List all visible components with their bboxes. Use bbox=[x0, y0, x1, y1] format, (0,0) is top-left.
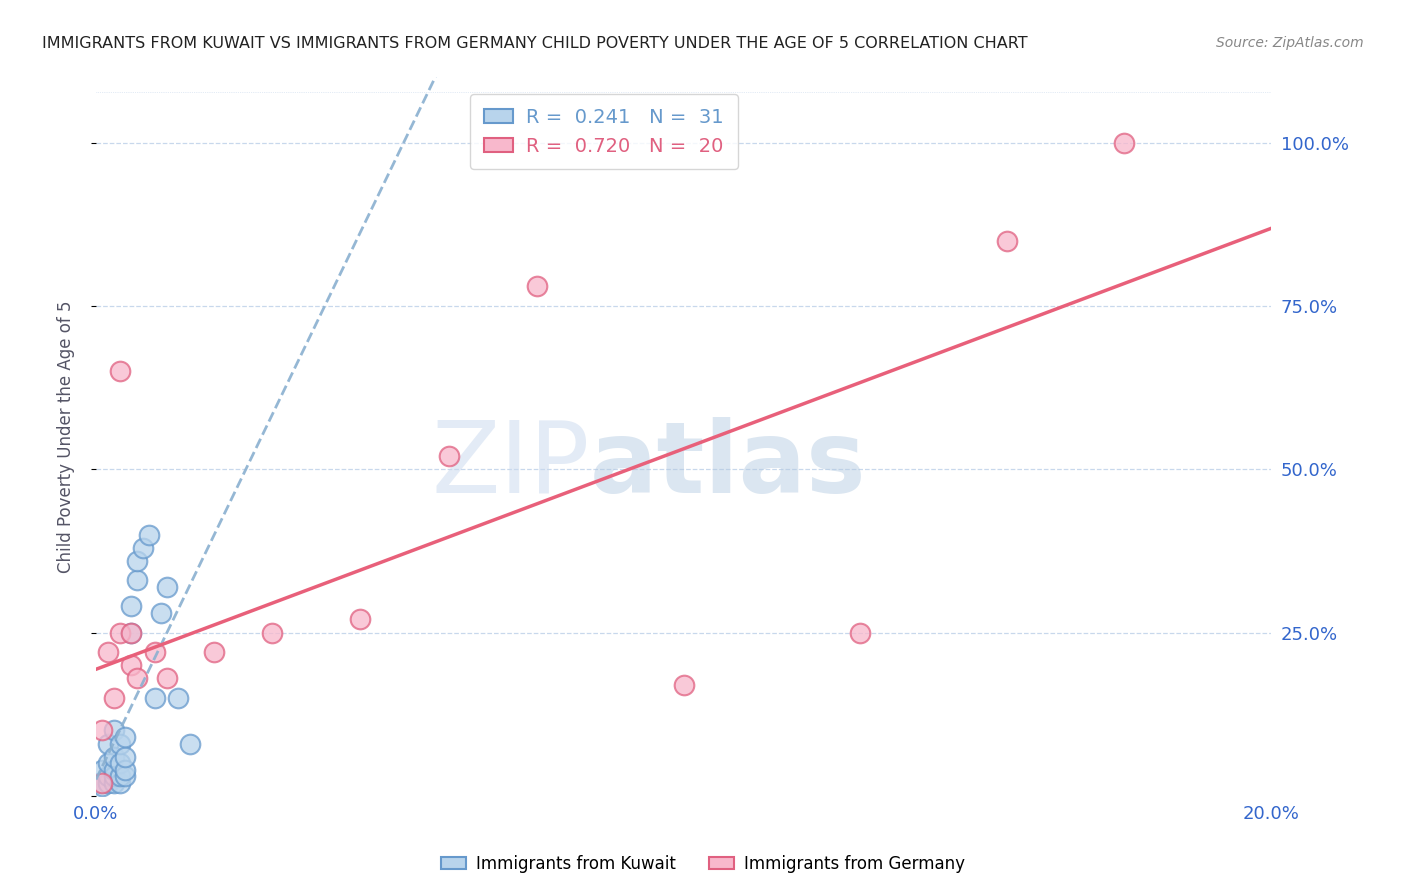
Point bbox=[127, 671, 149, 685]
Point bbox=[90, 723, 112, 738]
Point bbox=[90, 779, 112, 793]
Point bbox=[114, 769, 136, 783]
Legend: Immigrants from Kuwait, Immigrants from Germany: Immigrants from Kuwait, Immigrants from … bbox=[434, 848, 972, 880]
Point bbox=[526, 279, 548, 293]
Point bbox=[149, 606, 172, 620]
Point bbox=[97, 737, 120, 751]
Point bbox=[1114, 136, 1136, 150]
Text: atlas: atlas bbox=[589, 417, 866, 514]
Point bbox=[103, 775, 125, 789]
Point bbox=[349, 612, 371, 626]
Point bbox=[120, 658, 142, 673]
Point bbox=[437, 449, 460, 463]
Point bbox=[90, 763, 112, 777]
Point bbox=[108, 364, 131, 378]
Point bbox=[114, 730, 136, 744]
Point bbox=[103, 749, 125, 764]
Point bbox=[114, 749, 136, 764]
Point bbox=[120, 599, 142, 614]
Point bbox=[155, 580, 177, 594]
Point bbox=[127, 554, 149, 568]
Point bbox=[97, 769, 120, 783]
Point bbox=[155, 671, 177, 685]
Text: Source: ZipAtlas.com: Source: ZipAtlas.com bbox=[1216, 36, 1364, 50]
Point bbox=[849, 625, 872, 640]
Point bbox=[103, 690, 125, 705]
Point bbox=[97, 645, 120, 659]
Point bbox=[108, 769, 131, 783]
Point bbox=[108, 756, 131, 771]
Point bbox=[90, 775, 112, 789]
Point bbox=[108, 737, 131, 751]
Point bbox=[120, 625, 142, 640]
Point bbox=[108, 625, 131, 640]
Point bbox=[114, 763, 136, 777]
Point bbox=[202, 645, 225, 659]
Point bbox=[262, 625, 284, 640]
Point bbox=[103, 763, 125, 777]
Point bbox=[143, 645, 166, 659]
Point bbox=[103, 769, 125, 783]
Point bbox=[132, 541, 155, 555]
Y-axis label: Child Poverty Under the Age of 5: Child Poverty Under the Age of 5 bbox=[58, 301, 75, 573]
Point bbox=[103, 723, 125, 738]
Legend: R =  0.241   N =  31, R =  0.720   N =  20: R = 0.241 N = 31, R = 0.720 N = 20 bbox=[470, 95, 738, 169]
Point bbox=[120, 625, 142, 640]
Point bbox=[179, 737, 201, 751]
Point bbox=[97, 756, 120, 771]
Text: ZIP: ZIP bbox=[432, 417, 589, 514]
Point bbox=[672, 678, 695, 692]
Point bbox=[167, 690, 190, 705]
Point bbox=[87, 775, 110, 789]
Point bbox=[97, 775, 120, 789]
Point bbox=[138, 527, 160, 541]
Point bbox=[127, 574, 149, 588]
Point bbox=[995, 234, 1018, 248]
Point bbox=[108, 775, 131, 789]
Point bbox=[143, 690, 166, 705]
Text: IMMIGRANTS FROM KUWAIT VS IMMIGRANTS FROM GERMANY CHILD POVERTY UNDER THE AGE OF: IMMIGRANTS FROM KUWAIT VS IMMIGRANTS FRO… bbox=[42, 36, 1028, 51]
